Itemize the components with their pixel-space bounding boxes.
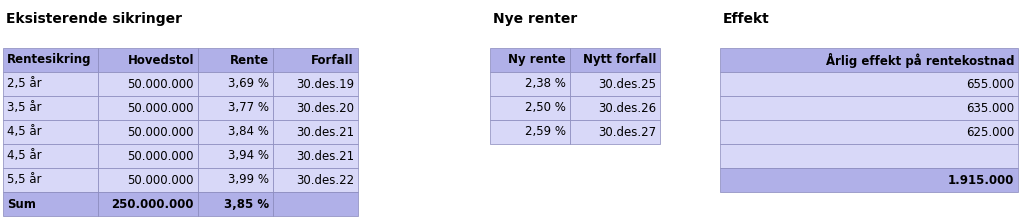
Text: 2,5 år: 2,5 år xyxy=(7,78,42,90)
Text: 635.000: 635.000 xyxy=(966,101,1014,115)
Bar xyxy=(490,48,570,72)
Bar xyxy=(720,144,1018,168)
Text: 30.des.21: 30.des.21 xyxy=(296,150,354,162)
Text: Rentesikring: Rentesikring xyxy=(7,53,91,67)
Bar xyxy=(3,192,98,216)
Text: 50.000.000: 50.000.000 xyxy=(128,78,194,90)
Bar xyxy=(273,120,358,144)
Text: Nytt forfall: Nytt forfall xyxy=(583,53,656,67)
Bar xyxy=(98,72,198,96)
Text: 5,5 år: 5,5 år xyxy=(7,173,42,187)
Text: 2,59 %: 2,59 % xyxy=(525,125,566,138)
Bar xyxy=(98,168,198,192)
Bar xyxy=(3,144,98,168)
Text: Hovedstol: Hovedstol xyxy=(128,53,194,67)
Text: 30.des.21: 30.des.21 xyxy=(296,125,354,138)
Text: Ny rente: Ny rente xyxy=(508,53,566,67)
Text: Eksisterende sikringer: Eksisterende sikringer xyxy=(6,12,182,26)
Text: 655.000: 655.000 xyxy=(966,78,1014,90)
Text: 3,94 %: 3,94 % xyxy=(228,150,269,162)
Text: Nye renter: Nye renter xyxy=(493,12,578,26)
Text: Sum: Sum xyxy=(7,198,36,210)
Bar xyxy=(198,72,273,96)
Text: 4,5 år: 4,5 år xyxy=(7,125,42,138)
Bar xyxy=(720,72,1018,96)
Bar xyxy=(720,48,1018,72)
Text: 3,69 %: 3,69 % xyxy=(228,78,269,90)
Text: 30.des.22: 30.des.22 xyxy=(296,173,354,187)
Bar xyxy=(570,96,660,120)
Bar xyxy=(3,72,98,96)
Text: Forfall: Forfall xyxy=(311,53,354,67)
Bar xyxy=(3,168,98,192)
Bar xyxy=(273,96,358,120)
Text: 3,84 %: 3,84 % xyxy=(228,125,269,138)
Bar xyxy=(198,96,273,120)
Bar xyxy=(198,144,273,168)
Bar xyxy=(98,192,198,216)
Text: Effekt: Effekt xyxy=(723,12,770,26)
Bar xyxy=(273,72,358,96)
Text: 30.des.27: 30.des.27 xyxy=(598,125,656,138)
Text: 30.des.26: 30.des.26 xyxy=(598,101,656,115)
Text: Årlig effekt på rentekostnad: Årlig effekt på rentekostnad xyxy=(825,53,1014,67)
Text: 3,85 %: 3,85 % xyxy=(224,198,269,210)
Bar xyxy=(3,48,98,72)
Bar xyxy=(570,120,660,144)
Bar xyxy=(198,192,273,216)
Text: 50.000.000: 50.000.000 xyxy=(128,150,194,162)
Text: 2,38 %: 2,38 % xyxy=(525,78,566,90)
Text: 3,77 %: 3,77 % xyxy=(228,101,269,115)
Text: 50.000.000: 50.000.000 xyxy=(128,125,194,138)
Bar xyxy=(98,144,198,168)
Text: 30.des.19: 30.des.19 xyxy=(296,78,354,90)
Bar xyxy=(490,72,570,96)
Bar xyxy=(720,96,1018,120)
Bar xyxy=(3,120,98,144)
Text: 3,5 år: 3,5 år xyxy=(7,101,42,115)
Text: 50.000.000: 50.000.000 xyxy=(128,101,194,115)
Bar xyxy=(198,48,273,72)
Bar xyxy=(273,144,358,168)
Text: 3,99 %: 3,99 % xyxy=(228,173,269,187)
Text: 50.000.000: 50.000.000 xyxy=(128,173,194,187)
Bar xyxy=(273,168,358,192)
Text: Rente: Rente xyxy=(229,53,269,67)
Bar xyxy=(98,48,198,72)
Bar xyxy=(273,48,358,72)
Bar xyxy=(490,120,570,144)
Bar xyxy=(570,48,660,72)
Bar xyxy=(490,96,570,120)
Bar xyxy=(720,168,1018,192)
Bar xyxy=(198,120,273,144)
Bar xyxy=(3,96,98,120)
Bar xyxy=(570,72,660,96)
Bar xyxy=(720,120,1018,144)
Text: 2,50 %: 2,50 % xyxy=(525,101,566,115)
Bar xyxy=(98,120,198,144)
Text: 30.des.25: 30.des.25 xyxy=(598,78,656,90)
Text: 30.des.20: 30.des.20 xyxy=(296,101,354,115)
Bar xyxy=(198,168,273,192)
Bar xyxy=(98,96,198,120)
Text: 625.000: 625.000 xyxy=(966,125,1014,138)
Text: 4,5 år: 4,5 år xyxy=(7,150,42,162)
Text: 1.915.000: 1.915.000 xyxy=(947,173,1014,187)
Text: 250.000.000: 250.000.000 xyxy=(112,198,194,210)
Bar xyxy=(273,192,358,216)
